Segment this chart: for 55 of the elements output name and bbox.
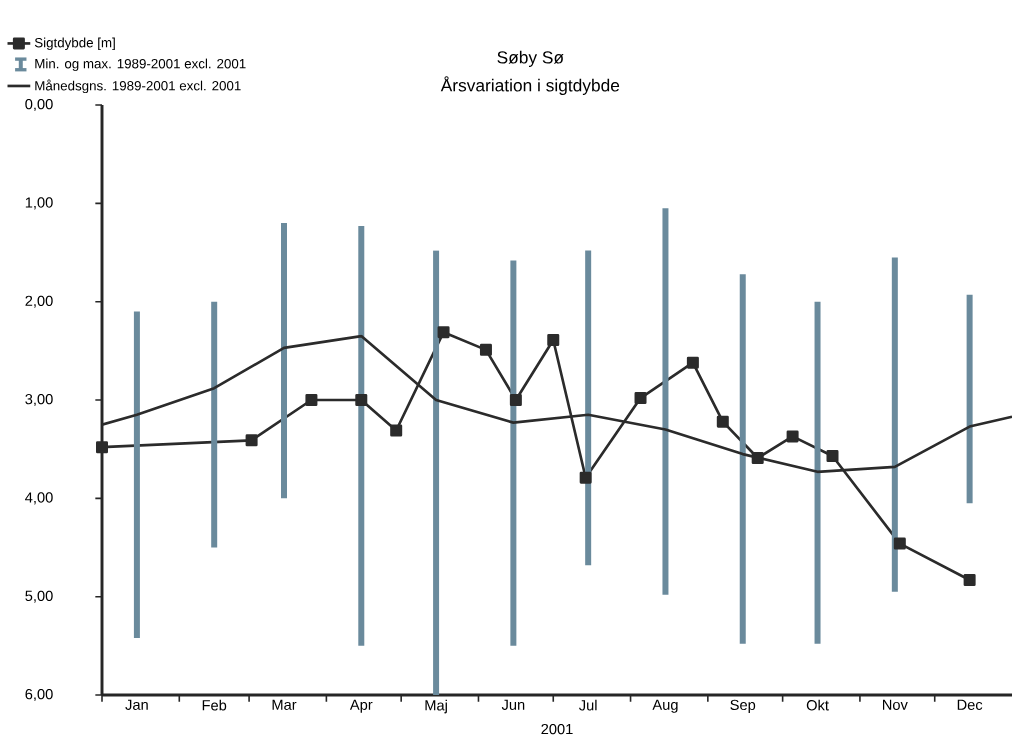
- bar: [211, 301, 218, 548]
- point: [305, 394, 318, 407]
- bar: [891, 257, 898, 592]
- y-tick-label: 3,00: [25, 393, 53, 407]
- x-tick-label: Jun: [501, 699, 525, 710]
- x-tick-label: Jan: [125, 699, 148, 710]
- legend-label: Sigtdybde [m]: [34, 37, 115, 51]
- bar: [281, 223, 287, 499]
- bar: [966, 294, 973, 504]
- x-tick-label: Maj: [425, 699, 447, 714]
- point: [786, 430, 799, 443]
- x-tick-label: Mar: [272, 699, 297, 710]
- y-tick-label: 0,00: [25, 98, 53, 112]
- x-tick-label: Nov: [883, 699, 908, 710]
- point: [686, 356, 699, 369]
- chart-title: Søby Sø: [497, 50, 564, 67]
- point: [437, 326, 450, 339]
- y-tick-label: 6,00: [25, 688, 53, 702]
- legend-label: Min. og max. 1989-2001 excl. 2001: [35, 58, 246, 72]
- point: [579, 471, 592, 484]
- point: [509, 394, 522, 407]
- point: [963, 573, 976, 586]
- bar: [133, 311, 140, 638]
- y-tick-label: 2,00: [25, 295, 53, 308]
- x-axis-title: 2001: [541, 723, 573, 735]
- point: [479, 343, 492, 356]
- bar: [585, 250, 592, 566]
- point: [716, 415, 729, 428]
- legend-label: Månedsgns. 1989-2001 excl. 2001: [35, 79, 241, 94]
- point: [390, 424, 403, 437]
- point: [547, 334, 560, 347]
- bar: [739, 274, 746, 644]
- y-tick-label: 4,00: [25, 492, 53, 505]
- bar: [510, 260, 517, 646]
- x-tick-label: Jul: [579, 699, 597, 711]
- point: [634, 392, 647, 405]
- bar: [662, 208, 669, 595]
- point: [893, 537, 906, 550]
- point: [826, 450, 839, 463]
- y-tick-label: 5,00: [25, 590, 53, 603]
- bar: [814, 301, 821, 644]
- x-tick-label: Okt: [806, 699, 829, 711]
- x-tick-label: Aug: [652, 699, 678, 713]
- y-tick-label: 1,00: [25, 197, 53, 210]
- x-tick-label: Dec: [957, 699, 983, 710]
- point: [96, 441, 109, 454]
- x-tick-label: Feb: [202, 699, 227, 711]
- point: [245, 434, 258, 447]
- bar: [358, 225, 365, 646]
- point: [355, 394, 368, 407]
- chart-subtitle: Årsvariation i sigtdybde: [440, 76, 620, 95]
- bar: [433, 250, 440, 696]
- point: [751, 452, 764, 465]
- x-tick-label: Apr: [349, 699, 373, 713]
- x-tick-label: Sep: [730, 699, 756, 713]
